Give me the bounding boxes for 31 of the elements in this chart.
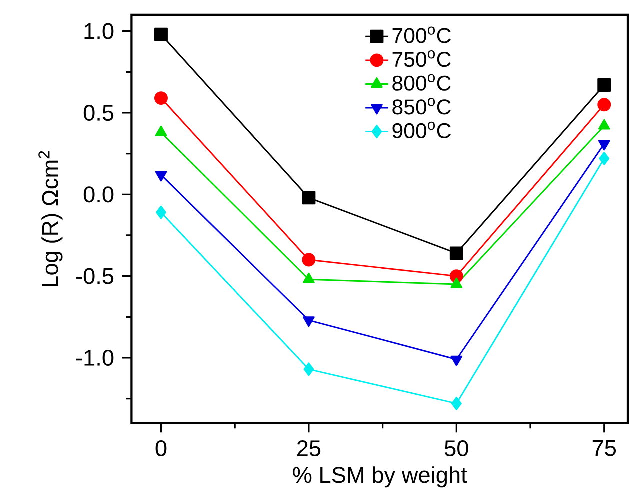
point [451, 396, 462, 410]
x-tick-label: 25 [297, 440, 321, 457]
point [599, 152, 610, 166]
legend-label: 850$^{o}$C [392, 98, 451, 115]
x-tick-label: 75 [592, 440, 616, 456]
point [303, 316, 315, 328]
x-tick-label: 0 [156, 440, 167, 457]
point [154, 28, 168, 42]
point [598, 98, 612, 112]
point [302, 253, 316, 267]
y-tick-label: 0.5 [84, 104, 114, 122]
point [302, 191, 316, 205]
legend-label: 700$^{o}$C [392, 26, 451, 44]
legend-label: 750$^{o}$C [392, 50, 451, 68]
point [598, 140, 610, 151]
y-tick-label: 0.0 [84, 186, 114, 203]
point [155, 171, 168, 182]
point [154, 92, 168, 106]
legend-label: 900$^{o}$C [392, 122, 451, 139]
point [156, 206, 166, 220]
y-tick-label: 1.0 [84, 23, 114, 40]
point [450, 246, 464, 260]
legend-label: 800$^{o}$C [392, 74, 451, 91]
y-tick-label: -1.0 [76, 350, 114, 366]
point [598, 78, 612, 92]
y-tick-label: -0.5 [76, 268, 114, 284]
point [304, 362, 314, 376]
point [450, 356, 463, 366]
x-axis-title: % LSM by weight [293, 466, 468, 488]
x-tick-label: 50 [444, 440, 468, 457]
y-axis-title: Log (R) Ωcm$^{2}$ [38, 151, 63, 287]
